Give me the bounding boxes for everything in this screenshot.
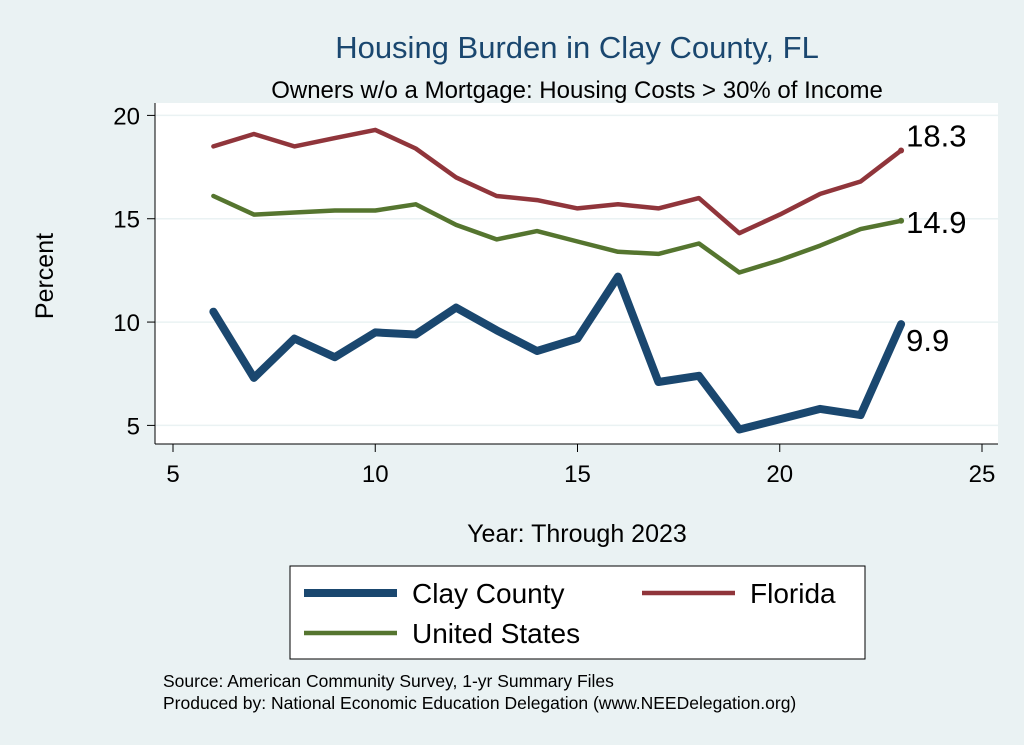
source-note: Source: American Community Survey, 1-yr … bbox=[163, 671, 614, 691]
y-tick-label: 5 bbox=[127, 413, 140, 440]
end-point-florida bbox=[898, 147, 905, 154]
series-layer bbox=[209, 127, 906, 434]
legend-label: Clay County bbox=[412, 578, 565, 609]
x-tick-label: 5 bbox=[166, 461, 179, 488]
end-point-united-states bbox=[898, 217, 905, 224]
x-axis-label: Year: Through 2023 bbox=[467, 520, 687, 548]
series-line-florida bbox=[211, 127, 904, 236]
y-axis-ticks: 5 10 15 20 bbox=[113, 103, 155, 440]
gridlines bbox=[155, 114, 998, 427]
y-tick-label: 15 bbox=[113, 207, 140, 234]
x-tick-label: 10 bbox=[362, 461, 389, 488]
end-point-clay-county bbox=[898, 321, 905, 328]
legend-items: Clay County Florida United States bbox=[304, 578, 836, 649]
plot-area bbox=[155, 103, 998, 444]
chart-title: Housing Burden in Clay County, FL bbox=[335, 30, 819, 65]
end-label-clay-county: 9.9 bbox=[906, 323, 949, 358]
end-label-florida: 18.3 bbox=[906, 119, 966, 154]
end-label-united-states: 14.9 bbox=[906, 205, 966, 240]
y-tick-label: 20 bbox=[113, 103, 140, 130]
series-line-united-states bbox=[211, 193, 904, 275]
chart-subtitle: Owners w/o a Mortgage: Housing Costs > 3… bbox=[271, 77, 883, 104]
producer-note: Produced by: National Economic Education… bbox=[163, 693, 796, 713]
y-axis-label: Percent bbox=[31, 233, 59, 319]
legend bbox=[289, 565, 866, 660]
x-tick-label: 20 bbox=[766, 461, 793, 488]
legend-label: Florida bbox=[750, 578, 836, 609]
x-axis-ticks: 5 10 15 20 25 bbox=[166, 444, 995, 488]
x-tick-label: 15 bbox=[564, 461, 591, 488]
x-tick-label: 25 bbox=[969, 461, 996, 488]
legend-label: United States bbox=[412, 618, 580, 649]
end-labels: 9.9 18.3 14.9 bbox=[906, 119, 966, 359]
series-line-clay-county bbox=[209, 272, 906, 434]
y-tick-label: 10 bbox=[113, 310, 140, 337]
